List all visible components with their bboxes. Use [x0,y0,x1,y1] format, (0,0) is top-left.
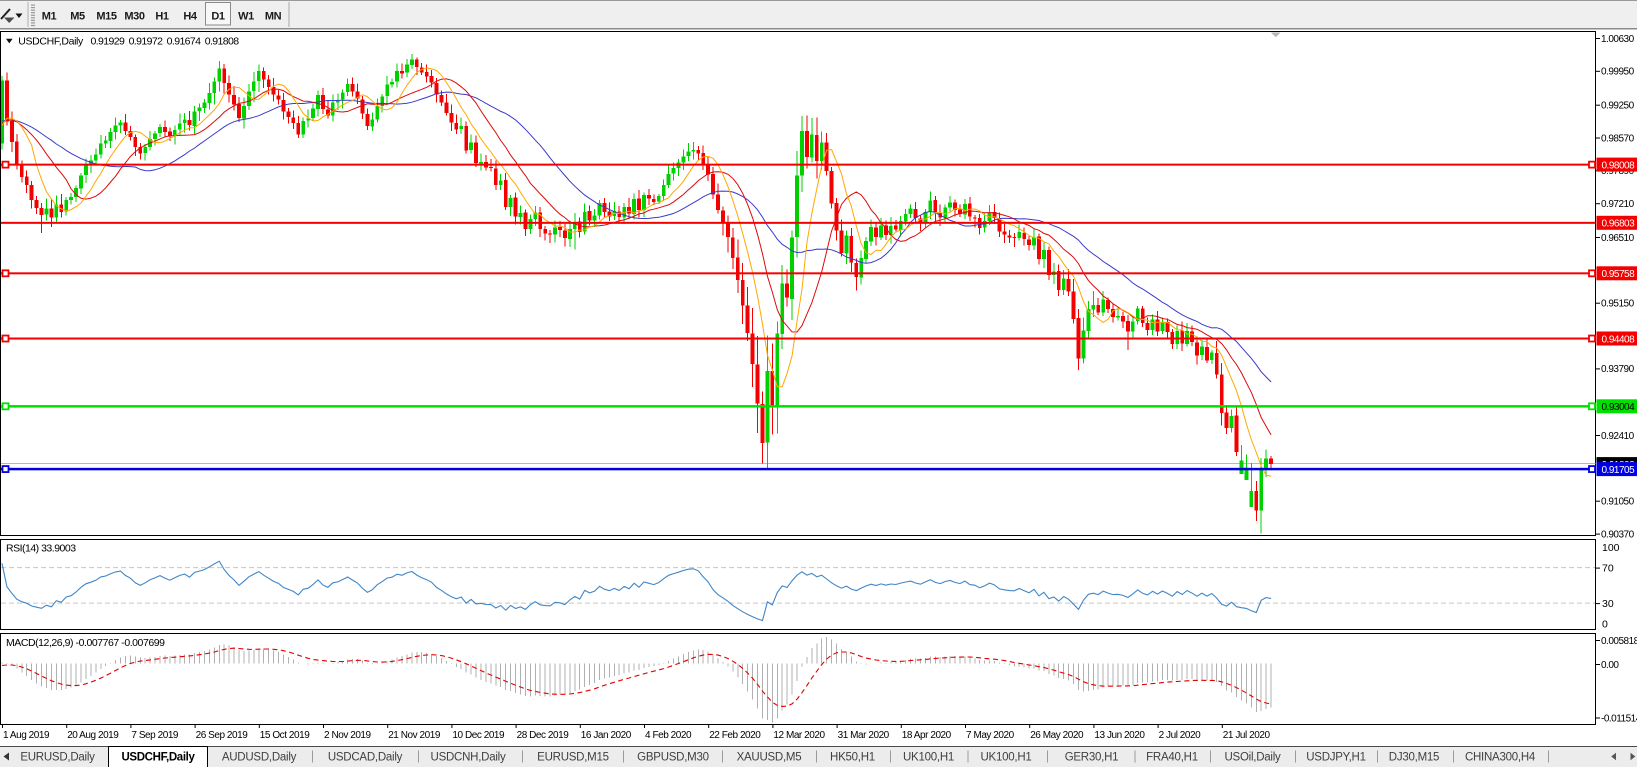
svg-text:2 Nov 2019: 2 Nov 2019 [324,730,372,741]
svg-text:21 Nov 2019: 21 Nov 2019 [388,730,441,741]
svg-text:100: 100 [1602,542,1620,554]
svg-text:26 May 2020: 26 May 2020 [1030,730,1084,741]
svg-text:0.95150: 0.95150 [1601,299,1635,310]
svg-text:0.94408: 0.94408 [1602,334,1636,345]
svg-text:22 Feb 2020: 22 Feb 2020 [709,730,761,741]
svg-text:0.96510: 0.96510 [1601,233,1635,244]
svg-text:1.00630: 1.00630 [1601,34,1635,45]
svg-text:CHINA300,H4: CHINA300,H4 [1465,752,1536,764]
svg-text:21 Jul 2020: 21 Jul 2020 [1223,730,1271,741]
svg-text:7 May 2020: 7 May 2020 [966,730,1015,741]
svg-text:0.97210: 0.97210 [1601,199,1635,210]
svg-text:UK100,H1: UK100,H1 [903,752,954,764]
svg-text:12 Mar 2020: 12 Mar 2020 [773,730,825,741]
svg-text:0.99950: 0.99950 [1601,67,1635,78]
svg-text:HK50,H1: HK50,H1 [830,752,875,764]
svg-text:H4: H4 [183,11,198,23]
svg-text:20 Aug 2019: 20 Aug 2019 [67,730,119,741]
svg-text:M1: M1 [42,11,57,23]
svg-text:USDJPY,H1: USDJPY,H1 [1306,752,1366,764]
svg-text:0.99250: 0.99250 [1601,101,1635,112]
svg-text:MN: MN [265,11,282,23]
svg-text:0.91050: 0.91050 [1601,497,1635,508]
svg-text:USDCNH,Daily: USDCNH,Daily [431,752,506,764]
svg-text:FRA40,H1: FRA40,H1 [1146,752,1198,764]
svg-text:0.95758: 0.95758 [1602,269,1636,280]
svg-text:UK100,H1: UK100,H1 [980,752,1031,764]
svg-text:XAUUSD,M5: XAUUSD,M5 [737,752,802,764]
svg-text:0.00: 0.00 [1601,660,1619,671]
svg-text:0.90370: 0.90370 [1601,529,1635,540]
svg-text:30: 30 [1602,598,1614,610]
svg-text:28 Dec 2019: 28 Dec 2019 [517,730,570,741]
svg-text:16 Jan 2020: 16 Jan 2020 [581,730,632,741]
svg-text:0.98570: 0.98570 [1601,133,1635,144]
svg-text:4 Feb 2020: 4 Feb 2020 [645,730,692,741]
svg-text:0.005818: 0.005818 [1601,636,1637,647]
svg-text:W1: W1 [238,11,254,23]
svg-text:0.91705: 0.91705 [1602,465,1636,476]
svg-text:D1: D1 [211,11,225,23]
svg-text:DJ30,M15: DJ30,M15 [1389,752,1439,764]
svg-text:13 Jun 2020: 13 Jun 2020 [1094,730,1145,741]
svg-text:0.96803: 0.96803 [1602,219,1636,230]
svg-text:0: 0 [1602,618,1608,630]
svg-text:MACD(12,26,9) -0.007767 -0.007: MACD(12,26,9) -0.007767 -0.007699 [6,637,165,649]
svg-text:EURUSD,Daily: EURUSD,Daily [20,752,95,764]
svg-text:GER30,H1: GER30,H1 [1065,752,1119,764]
svg-text:7 Sep 2019: 7 Sep 2019 [131,730,179,741]
svg-text:M30: M30 [124,11,144,23]
svg-text:15 Oct 2019: 15 Oct 2019 [260,730,310,741]
svg-text:EURUSD,M15: EURUSD,M15 [537,752,609,764]
svg-text:1 Aug 2019: 1 Aug 2019 [3,730,50,741]
svg-text:USOil,Daily: USOil,Daily [1224,752,1281,764]
svg-text:USDCHF,Daily: USDCHF,Daily [121,752,195,764]
svg-text:M15: M15 [96,11,116,23]
svg-text:AUDUSD,Daily: AUDUSD,Daily [222,752,297,764]
svg-text:18 Apr 2020: 18 Apr 2020 [902,730,952,741]
svg-text:0.92410: 0.92410 [1601,431,1635,442]
svg-text:10 Dec 2019: 10 Dec 2019 [452,730,505,741]
svg-text:USDCHF,Daily: USDCHF,Daily [18,35,84,47]
svg-text:GBPUSD,M30: GBPUSD,M30 [637,752,709,764]
svg-text:70: 70 [1602,562,1614,574]
svg-text:H1: H1 [155,11,169,23]
svg-text:RSI(14) 33.9003: RSI(14) 33.9003 [6,543,76,555]
svg-text:0.93790: 0.93790 [1601,364,1635,375]
svg-text:26 Sep 2019: 26 Sep 2019 [196,730,249,741]
svg-text:M5: M5 [70,11,85,23]
svg-text:0.98008: 0.98008 [1602,160,1636,171]
svg-text:-0.011514: -0.011514 [1601,713,1637,724]
svg-text:USDCAD,Daily: USDCAD,Daily [328,752,403,764]
svg-text:31 Mar 2020: 31 Mar 2020 [838,730,890,741]
svg-text:0.93004: 0.93004 [1602,402,1636,413]
svg-text:2 Jul 2020: 2 Jul 2020 [1159,730,1202,741]
svg-text:0.91929 0.91972 0.91674 0.9180: 0.91929 0.91972 0.91674 0.91808 [91,35,240,47]
